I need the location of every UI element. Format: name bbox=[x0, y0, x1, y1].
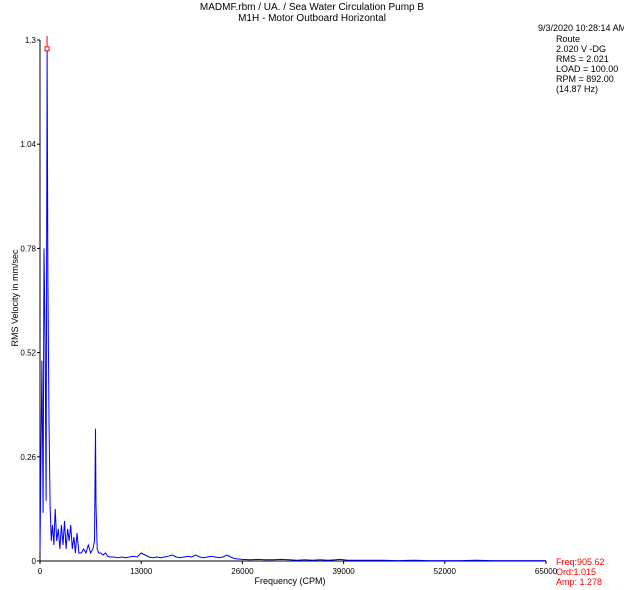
datetime-label: 9/3/2020 10:28:14 AM bbox=[538, 23, 624, 33]
spectrum-trace bbox=[39, 48, 546, 562]
cursor-freq: Freq:905.62 bbox=[556, 557, 605, 567]
x-axis-label: Frequency (CPM) bbox=[254, 576, 326, 586]
cursor-ord: Ord:1.015 bbox=[556, 567, 597, 577]
cursor-amp: Amp: 1.278 bbox=[556, 577, 603, 587]
cursor-readout: Freq:905.62 Ord:1.015 Amp: 1.278 bbox=[556, 557, 605, 587]
x-tick-label: 26000 bbox=[231, 567, 254, 576]
rpm-label: RPM = 892.00 bbox=[556, 74, 614, 84]
x-tick-label: 0 bbox=[38, 567, 43, 576]
y-tick-label: 1.04 bbox=[20, 140, 36, 149]
y-tick-label: 0.78 bbox=[20, 244, 36, 253]
chart-subtitle: M1H - Motor Outboard Horizontal bbox=[238, 13, 386, 24]
cursor-marker bbox=[44, 46, 50, 52]
rms-label: RMS = 2.021 bbox=[556, 54, 609, 64]
x-tick-label: 65000 bbox=[535, 567, 558, 576]
x-tick-label: 52000 bbox=[434, 567, 457, 576]
y-tick-label: 0.52 bbox=[20, 349, 36, 358]
y-tick-label: 0.26 bbox=[20, 453, 36, 462]
overall-label: 2.020 V -DG bbox=[556, 44, 607, 54]
x-tick-label: 39000 bbox=[332, 567, 355, 576]
hz-label: (14.87 Hz) bbox=[556, 84, 599, 94]
load-label: LOAD = 100.00 bbox=[556, 64, 619, 74]
x-tick-label: 13000 bbox=[130, 567, 153, 576]
route-label: Route bbox=[556, 34, 581, 44]
chart-title: MADMF.rbm / UA. / Sea Water Circulation … bbox=[199, 2, 425, 13]
y-tick-label: 1.3 bbox=[25, 36, 37, 45]
y-tick-label: 0 bbox=[32, 557, 37, 566]
